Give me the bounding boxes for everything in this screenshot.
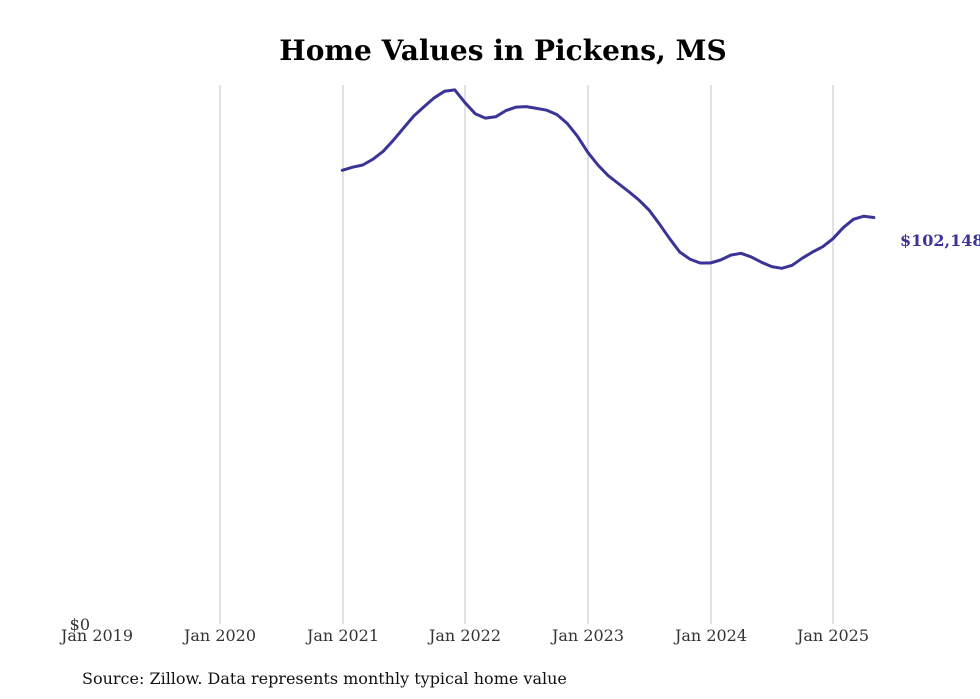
x-tick-label: Jan 2022	[427, 626, 501, 645]
home-value-series-line	[340, 88, 876, 270]
y-tick-label: $0	[70, 615, 90, 634]
vertical-gridlines	[219, 85, 834, 624]
source-note: Source: Zillow. Data represents monthly …	[82, 669, 567, 688]
x-tick-label: Jan 2021	[305, 626, 379, 645]
x-tick-label: Jan 2025	[795, 626, 869, 645]
chart-title: Home Values in Pickens, MS	[279, 34, 726, 67]
x-tick-label: Jan 2019	[59, 626, 133, 645]
x-tick-label: Jan 2024	[673, 626, 747, 645]
x-tick-label: Jan 2020	[182, 626, 256, 645]
x-axis-ticks: Jan 2019 Jan 2020 Jan 2021 Jan 2022 Jan 2023…	[59, 626, 869, 645]
latest-value-label: $102,148	[900, 231, 980, 250]
x-tick-label: Jan 2023	[550, 626, 624, 645]
